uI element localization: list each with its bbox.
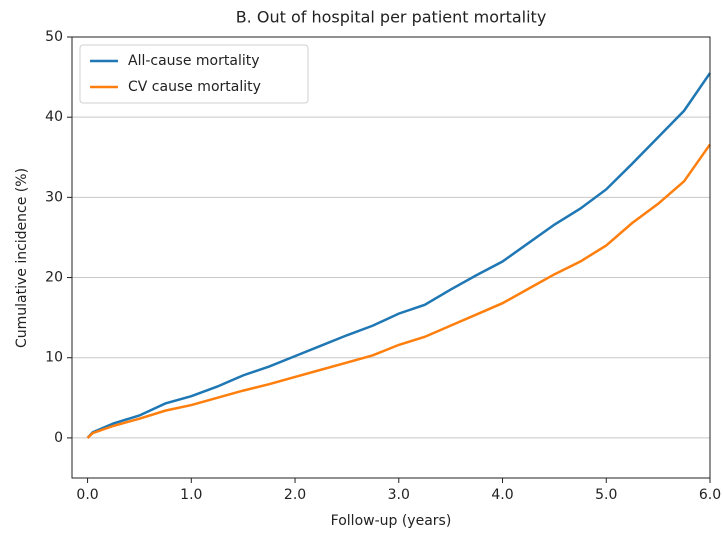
line-series — [86, 143, 712, 439]
legend-label: CV cause mortality — [128, 79, 261, 95]
y-tick-label: 0 — [54, 430, 63, 446]
x-axis-label: Follow-up (years) — [331, 513, 452, 529]
x-tick-label: 5.0 — [595, 487, 617, 503]
plot-frame — [71, 36, 711, 479]
y-tick-label: 40 — [45, 109, 63, 125]
legend-box — [79, 44, 309, 104]
x-tick-label: 6.0 — [699, 487, 721, 503]
y-axis-label: Cumulative incidence (%) — [14, 168, 30, 348]
y-tick-label: 30 — [45, 189, 63, 205]
legend-label: All-cause mortality — [128, 53, 260, 69]
y-tick-label: 10 — [45, 350, 63, 366]
x-tick-label: 4.0 — [491, 487, 513, 503]
y-tick-label: 50 — [45, 29, 63, 45]
y-tick-label: 20 — [45, 270, 63, 286]
x-tick-label: 0.0 — [76, 487, 98, 503]
x-tick-label: 1.0 — [180, 487, 202, 503]
x-tick-label: 2.0 — [284, 487, 306, 503]
x-tick-label: 3.0 — [388, 487, 410, 503]
line-series — [86, 72, 712, 439]
chart-title: B. Out of hospital per patient mortality — [236, 8, 547, 27]
